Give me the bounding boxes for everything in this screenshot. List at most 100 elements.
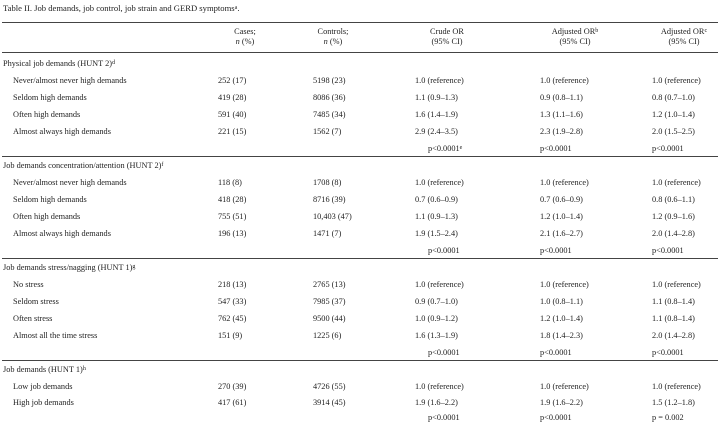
p-value-adjusted-c: p<0.0001 [652, 348, 684, 357]
cases-cell: 151 (9) [218, 331, 243, 340]
row-label: High job demands [13, 398, 74, 407]
header-cases-line1: Cases; [234, 27, 256, 36]
section-title: Physical job demands (HUNT 2)d [3, 59, 115, 69]
adjusted-or-b-cell: 1.2 (1.0–1.4) [540, 212, 583, 221]
section-rule [2, 360, 718, 361]
header-cases-line2: n (%) [210, 37, 280, 47]
p-value-crude-sup: e [459, 145, 463, 151]
row-label: Seldom high demands [13, 93, 87, 102]
row-label: Almost always high demands [13, 127, 111, 136]
header-controls-line2: n (%) [298, 37, 368, 47]
header-adjusted-or-b-line1: Adjusted ORb [535, 27, 615, 37]
crude-or-cell: 0.7 (0.6–0.9) [415, 195, 458, 204]
controls-cell: 1225 (6) [313, 331, 342, 340]
header-adjusted-or-c-line2: (95% CI) [668, 37, 700, 46]
controls-cell: 8716 (39) [313, 195, 346, 204]
controls-cell: 1562 (7) [313, 127, 342, 136]
controls-cell: 1471 (7) [313, 229, 342, 238]
cases-cell: 252 (17) [218, 76, 247, 85]
crude-or-cell: 1.0 (reference) [415, 280, 464, 289]
adjusted-or-b-cell: 1.0 (reference) [540, 382, 589, 391]
row-label: Almost all the time stress [13, 331, 98, 340]
controls-cell: 5198 (23) [313, 76, 346, 85]
adjusted-or-b-cell: 2.1 (1.6–2.7) [540, 229, 583, 238]
p-value-adjusted-b: p<0.0001 [540, 413, 572, 422]
crude-or-cell: 0.9 (0.7–1.0) [415, 297, 458, 306]
adjusted-or-b-cell: 1.0 (0.8–1.1) [540, 297, 583, 306]
row-label: Seldom stress [13, 297, 59, 306]
table-caption-text: Table II. Job demands, job control, job … [3, 3, 235, 13]
row-label: Often high demands [13, 212, 81, 221]
p-value-adjusted-b: p<0.0001 [540, 246, 572, 255]
adjusted-or-b-cell: 1.0 (reference) [540, 178, 589, 187]
adjusted-or-b-cell: 0.9 (0.8–1.1) [540, 93, 583, 102]
section-title-sup: f [161, 162, 164, 168]
row-label: Seldom high demands [13, 195, 87, 204]
crude-or-cell: 1.0 (reference) [415, 76, 464, 85]
adjusted-or-c-cell: 1.0 (reference) [652, 382, 701, 391]
adjusted-or-b-cell: 1.8 (1.4–2.3) [540, 331, 583, 340]
header-cases: Cases; n (%) [210, 27, 280, 47]
p-value-adjusted-c: p<0.0001 [652, 246, 684, 255]
section-title: Job demands concentration/attention (HUN… [3, 161, 163, 171]
row-label: Never/almost never high demands [13, 76, 127, 85]
controls-cell: 8086 (36) [313, 93, 346, 102]
header-cases-pct: (%) [239, 37, 255, 46]
header-crude-or-line2: (95% CI) [431, 37, 463, 46]
adjusted-or-c-cell: 1.0 (reference) [652, 280, 701, 289]
adjusted-or-c-cell: 1.2 (0.9–1.6) [652, 212, 695, 221]
crude-or-cell: 1.1 (0.9–1.3) [415, 212, 458, 221]
controls-cell: 4726 (55) [313, 382, 346, 391]
cases-cell: 221 (15) [218, 127, 247, 136]
adjusted-or-c-cell: 1.1 (0.8–1.4) [652, 297, 695, 306]
p-value-crude: p<0.0001 [428, 246, 460, 255]
adjusted-or-b-cell: 1.0 (reference) [540, 76, 589, 85]
header-adjusted-or-c: Adjusted ORc (95% CI) [648, 27, 720, 47]
controls-cell: 2765 (13) [313, 280, 346, 289]
header-adjusted-or-b-label: Adjusted OR [551, 27, 596, 36]
header-adjusted-or-c-line1: Adjusted ORc [648, 27, 720, 37]
crude-or-cell: 1.9 (1.6–2.2) [415, 398, 458, 407]
cases-cell: 547 (33) [218, 297, 247, 306]
p-value-crude: p<0.0001 [428, 413, 460, 422]
p-value-adjusted-c: p = 0.002 [652, 413, 684, 422]
cases-cell: 118 (8) [218, 178, 242, 187]
table-caption: Table II. Job demands, job control, job … [3, 3, 240, 13]
adjusted-or-b-cell: 2.3 (1.9–2.8) [540, 127, 583, 136]
header-crude-or: Crude OR (95% CI) [407, 27, 487, 47]
p-value-crude: p<0.0001e [428, 144, 462, 154]
row-label: Often high demands [13, 110, 81, 119]
section-title-sup: h [82, 366, 86, 372]
crude-or-cell: 1.0 (reference) [415, 382, 464, 391]
section-rule [2, 258, 718, 259]
adjusted-or-c-cell: 0.8 (0.7–1.0) [652, 93, 695, 102]
adjusted-or-c-cell: 1.1 (0.8–1.4) [652, 314, 695, 323]
header-cases-n: n [235, 37, 240, 46]
controls-cell: 9500 (44) [313, 314, 346, 323]
cases-cell: 196 (13) [218, 229, 247, 238]
controls-cell: 1708 (8) [313, 178, 342, 187]
header-adjusted-or-c-label: Adjusted OR [660, 27, 705, 36]
adjusted-or-b-cell: 0.7 (0.6–0.9) [540, 195, 583, 204]
p-value-adjusted-b: p<0.0001 [540, 348, 572, 357]
adjusted-or-c-cell: 0.8 (0.6–1.1) [652, 195, 695, 204]
header-controls-line1: Controls; [317, 27, 349, 36]
controls-cell: 10,403 (47) [313, 212, 352, 221]
header-top-rule [2, 22, 718, 23]
cases-cell: 419 (28) [218, 93, 247, 102]
section-title-text: Job demands stress/nagging (HUNT 1) [3, 263, 133, 272]
crude-or-cell: 1.0 (0.9–1.2) [415, 314, 458, 323]
controls-cell: 3914 (45) [313, 398, 346, 407]
header-controls-pct: (%) [327, 37, 343, 46]
p-value-crude-text: p<0.0001 [428, 144, 460, 153]
row-label: Almost always high demands [13, 229, 111, 238]
table-caption-footnote-mark: a [234, 5, 238, 11]
row-label: Low job demands [13, 382, 73, 391]
adjusted-or-c-cell: 2.0 (1.4–2.8) [652, 331, 695, 340]
p-value-adjusted-b: p<0.0001 [540, 144, 572, 153]
header-adjusted-or-c-sup: c [704, 28, 708, 34]
section-title: Job demands (HUNT 1)h [3, 365, 86, 375]
adjusted-or-b-cell: 1.0 (reference) [540, 280, 589, 289]
adjusted-or-c-cell: 1.2 (1.0–1.4) [652, 110, 695, 119]
controls-cell: 7485 (34) [313, 110, 346, 119]
